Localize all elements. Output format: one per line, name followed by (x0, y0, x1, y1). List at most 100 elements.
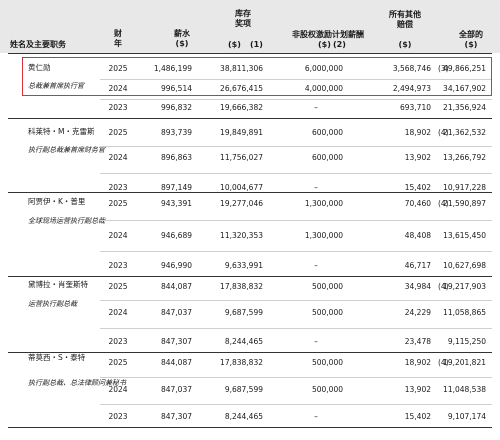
executive-title: 执行副总裁、总法律顾问兼秘书 (28, 379, 126, 387)
salary-cell: 946,689 (160, 231, 192, 240)
salary-cell: 847,037 (160, 385, 192, 394)
header-stock-line: 库存 (235, 9, 251, 18)
year-cell: 2025 (108, 128, 128, 137)
other-compensation-cell: 34,984 (404, 282, 431, 291)
nonequity-cell: 6,000,000 (304, 64, 343, 73)
nonequity-cell: – (314, 337, 318, 346)
executive-title: 总裁兼首席执行官 (28, 82, 84, 90)
other-compensation-cell: 23,478 (404, 337, 431, 346)
footnote-marker: (4) (438, 282, 449, 291)
salary-cell: 847,307 (160, 337, 192, 346)
other-compensation-cell: 3,568,746 (392, 64, 431, 73)
year-cell: 2025 (108, 358, 128, 367)
stock-awards-cell: 11,320,353 (220, 231, 263, 240)
header-other-line: 赔偿 (397, 20, 413, 29)
nonequity-cell: 500,000 (311, 308, 343, 317)
salary-cell: 943,391 (160, 199, 192, 208)
other-compensation-cell: 18,902 (404, 128, 431, 137)
total-cell: 34,167,902 (443, 84, 486, 93)
total-cell: 11,058,865 (443, 308, 486, 317)
other-compensation-cell: 13,902 (404, 153, 431, 162)
salary-cell: 847,037 (160, 308, 192, 317)
header-salary-line: 薪水 (174, 29, 190, 38)
other-compensation-cell: 70,460 (404, 199, 431, 208)
nonequity-cell: 4,000,000 (304, 84, 343, 93)
other-compensation-cell: 15,402 (404, 183, 431, 192)
header-stock-unit: ($) (228, 40, 241, 49)
executive-name: 科莱特・M・克雷斯 (28, 127, 95, 136)
executive-title: 运营执行副总裁 (28, 300, 77, 308)
stock-awards-cell: 11,756,027 (220, 153, 263, 162)
row-divider (100, 251, 492, 252)
year-cell: 2025 (108, 199, 128, 208)
total-cell: 21,590,897 (443, 199, 486, 208)
other-compensation-cell: 18,902 (404, 358, 431, 367)
header-total-line: 全部的 (459, 30, 483, 39)
year-cell: 2023 (108, 261, 128, 270)
salary-cell: 893,739 (160, 128, 192, 137)
footnote-marker: (4) (438, 128, 449, 137)
header-other-line: ($) (398, 40, 412, 49)
executive-name: 黄仁勋 (28, 63, 51, 72)
header-total-line: ($) (464, 40, 478, 49)
header-nonequity-unit: ($) (318, 40, 331, 49)
total-cell: 19,217,903 (443, 282, 486, 291)
stock-awards-cell: 26,676,415 (220, 84, 263, 93)
stock-awards-cell: 17,838,832 (220, 358, 263, 367)
total-cell: 13,266,792 (443, 153, 486, 162)
salary-cell: 844,087 (160, 358, 192, 367)
nonequity-cell: 500,000 (311, 385, 343, 394)
nonequity-cell: 500,000 (311, 282, 343, 291)
table-bottom-rule (8, 427, 492, 428)
row-divider (100, 376, 492, 378)
total-cell: 19,201,821 (443, 358, 486, 367)
executive-divider (8, 192, 492, 193)
total-cell: 9,107,174 (447, 412, 486, 421)
row-divider (100, 145, 492, 147)
salary-cell: 1,486,199 (153, 64, 192, 73)
header-name: 姓名及主要职务 (10, 40, 66, 49)
nonequity-cell: 1,300,000 (304, 199, 343, 208)
highlight-box (22, 57, 492, 96)
stock-awards-cell: 19,849,891 (220, 128, 263, 137)
footnote-marker: (4) (438, 358, 449, 367)
executive-title: 全球现场运营执行副总裁 (28, 217, 105, 225)
total-cell: 49,866,251 (443, 64, 486, 73)
total-cell: 13,615,450 (443, 231, 486, 240)
row-divider (100, 300, 492, 301)
nonequity-cell: 1,300,000 (304, 231, 343, 240)
salary-cell: 844,087 (160, 282, 192, 291)
executive-name: 阿贾伊・K・普里 (28, 197, 86, 206)
stock-awards-cell: 9,687,599 (224, 308, 263, 317)
row-divider (100, 79, 492, 80)
salary-cell: 847,307 (160, 412, 192, 421)
row-divider (100, 327, 492, 329)
salary-cell: 996,514 (160, 84, 192, 93)
year-cell: 2023 (108, 103, 128, 112)
stock-awards-cell: 9,687,599 (224, 385, 263, 394)
total-cell: 21,362,532 (443, 128, 486, 137)
executive-name: 蒂莫西・S・泰特 (28, 353, 86, 362)
row-divider (100, 98, 492, 100)
year-cell: 2025 (108, 282, 128, 291)
executive-title: 执行副总裁兼首席财务官 (28, 146, 105, 154)
header-band (0, 0, 500, 53)
total-cell: 21,356,924 (443, 103, 486, 112)
header-year-line: 财 (114, 29, 122, 38)
header-year-line: 年 (114, 39, 122, 48)
year-cell: 2024 (108, 385, 128, 394)
total-cell: 10,917,228 (443, 183, 486, 192)
other-compensation-cell: 46,717 (404, 261, 431, 270)
salary-cell: 996,832 (160, 103, 192, 112)
nonequity-cell: – (314, 261, 318, 270)
year-cell: 2023 (108, 337, 128, 346)
total-cell: 11,048,538 (443, 385, 486, 394)
other-compensation-cell: 15,402 (404, 412, 431, 421)
salary-cell: 897,149 (160, 183, 192, 192)
header-rule (8, 53, 492, 54)
row-divider (100, 403, 492, 405)
nonequity-cell: – (314, 412, 318, 421)
stock-awards-cell: 19,666,382 (220, 103, 263, 112)
other-compensation-cell: 13,902 (404, 385, 431, 394)
executive-divider (8, 276, 492, 277)
